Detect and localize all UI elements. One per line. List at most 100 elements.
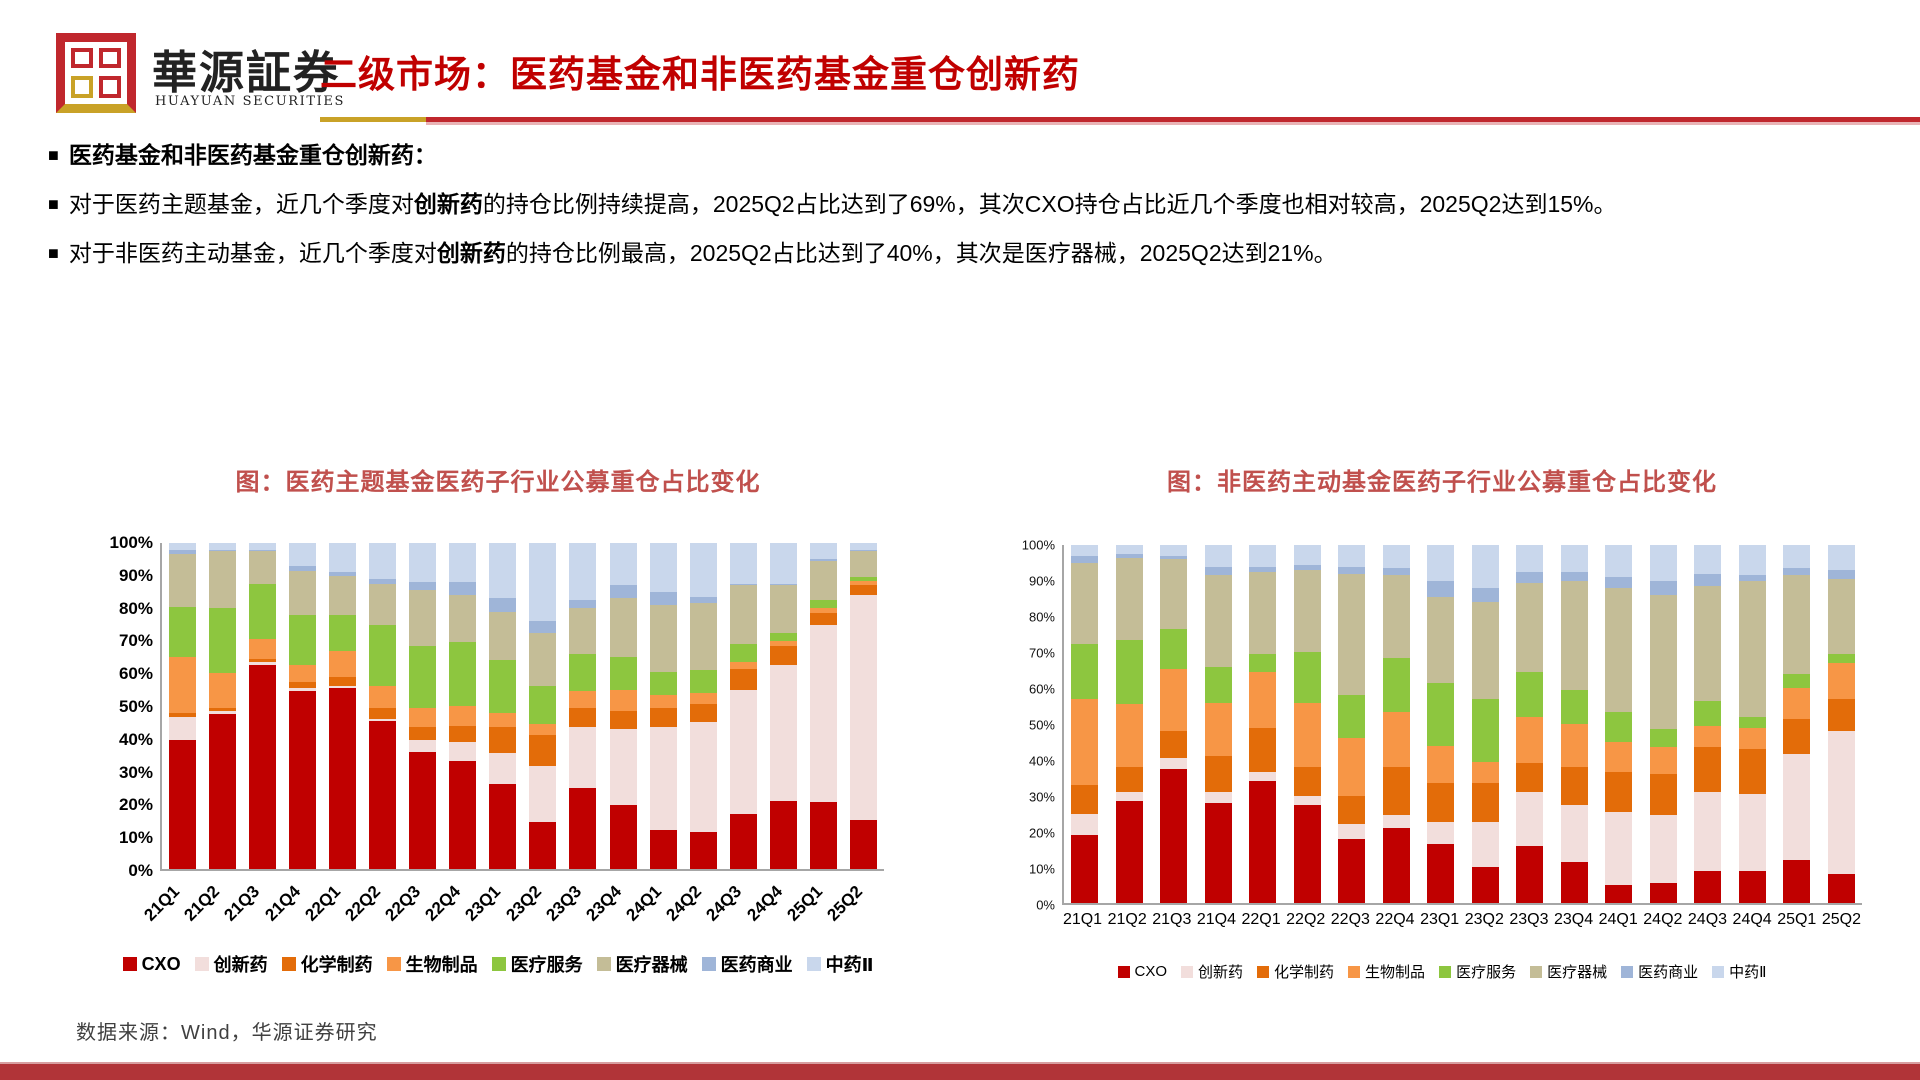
y-tick-label: 40% xyxy=(1028,753,1055,769)
bar-23Q4 xyxy=(609,543,637,869)
segment-CXO xyxy=(849,820,877,869)
y-tick-label: 60% xyxy=(118,664,153,684)
legend-item-创新药: 创新药 xyxy=(1181,961,1243,982)
segment-医疗服务 xyxy=(169,606,196,658)
segment-生物制品 xyxy=(769,640,797,646)
legend-label: 化学制药 xyxy=(1274,964,1335,981)
segment-医疗服务 xyxy=(329,614,357,651)
segment-医疗服务 xyxy=(1338,695,1366,739)
segment-化学制药 xyxy=(1827,698,1855,732)
segment-生物制品 xyxy=(1649,747,1677,775)
segment-医疗服务 xyxy=(849,577,877,581)
segment-CXO xyxy=(729,813,757,869)
bar-22Q2 xyxy=(369,543,397,869)
bar-22Q1 xyxy=(1249,545,1277,903)
bar-24Q4 xyxy=(769,543,797,869)
y-tick-label: 90% xyxy=(1028,573,1055,589)
segment-化学制药 xyxy=(1115,767,1143,793)
bullet-marker: ■ xyxy=(48,194,59,214)
y-tick-label: 50% xyxy=(1028,717,1055,733)
segment-中药Ⅱ xyxy=(689,543,717,597)
y-tick-label: 100% xyxy=(1021,537,1055,553)
bullet-text: 对于非医药主动基金，近几个季度对 xyxy=(68,240,437,266)
segment-中药Ⅱ xyxy=(849,543,877,550)
legend-swatch-icon xyxy=(194,957,209,971)
segment-中药Ⅱ xyxy=(1827,545,1855,571)
legend-item-化学制药: 化学制药 xyxy=(1257,961,1334,982)
segment-中药Ⅱ xyxy=(649,543,677,592)
bar-23Q4 xyxy=(1560,545,1588,903)
segment-化学制药 xyxy=(489,727,517,754)
segment-生物制品 xyxy=(1427,745,1455,784)
segment-医疗器械 xyxy=(569,608,597,654)
x-tick-label: 24Q2 xyxy=(1643,911,1683,928)
segment-化学制药 xyxy=(369,707,397,720)
segment-中药Ⅱ xyxy=(1471,545,1499,588)
x-tick-label: 21Q1 xyxy=(1062,911,1103,928)
segment-CXO xyxy=(1649,883,1677,903)
segment-医疗服务 xyxy=(1649,729,1677,748)
legend-swatch-icon xyxy=(1348,965,1361,978)
x-tick-label: 23Q3 xyxy=(1509,911,1549,928)
segment-医药商业 xyxy=(1338,566,1366,574)
segment-医疗服务 xyxy=(1160,629,1188,669)
segment-生物制品 xyxy=(1382,711,1410,767)
segment-医疗服务 xyxy=(1605,711,1633,742)
bar-24Q3 xyxy=(729,543,757,869)
segment-医药商业 xyxy=(369,578,397,584)
segment-CXO xyxy=(809,802,837,869)
segment-生物制品 xyxy=(729,662,757,669)
segment-CXO xyxy=(1338,838,1366,903)
segment-医疗服务 xyxy=(1115,639,1143,705)
segment-化学制药 xyxy=(1560,767,1588,805)
segment-医疗器械 xyxy=(1827,579,1855,655)
segment-医疗器械 xyxy=(1427,596,1455,683)
segment-CXO xyxy=(1560,861,1588,903)
segment-化学制药 xyxy=(409,727,437,741)
segment-创新药 xyxy=(809,624,837,803)
segment-医药商业 xyxy=(1471,588,1499,603)
segment-医疗服务 xyxy=(1293,652,1321,703)
segment-CXO xyxy=(1382,827,1410,903)
segment-医药商业 xyxy=(289,565,317,571)
segment-医疗器械 xyxy=(1293,570,1321,653)
bar-22Q2 xyxy=(1293,545,1321,903)
segment-创新药 xyxy=(1115,792,1143,801)
y-tick-label: 70% xyxy=(118,631,153,651)
segment-医疗服务 xyxy=(249,583,277,640)
segment-中药Ⅱ xyxy=(1738,545,1766,576)
bar-24Q2 xyxy=(689,543,717,869)
legend-right: CXO 创新药 化学制药 生物制品 医疗服务 医疗器械 医药商业 中药Ⅱ xyxy=(1022,961,1862,982)
y-tick-label: 60% xyxy=(1028,681,1055,697)
bars-right xyxy=(1064,545,1862,903)
bar-23Q1 xyxy=(489,543,517,869)
segment-生物制品 xyxy=(289,665,317,682)
legend-swatch-icon xyxy=(1621,965,1634,978)
segment-CXO xyxy=(1427,843,1455,903)
bar-24Q2 xyxy=(1649,545,1677,903)
segment-CXO xyxy=(1204,802,1232,903)
bullet-marker: ■ xyxy=(48,145,59,165)
y-tick-label: 20% xyxy=(118,795,153,815)
segment-创新药 xyxy=(1649,815,1677,884)
bar-24Q1 xyxy=(1605,545,1633,903)
bar-21Q2 xyxy=(209,543,237,869)
segment-化学制药 xyxy=(1738,749,1766,794)
segment-化学制药 xyxy=(1783,718,1811,755)
bar-21Q3 xyxy=(1160,545,1188,903)
segment-创新药 xyxy=(289,688,317,692)
segment-中药Ⅱ xyxy=(1160,545,1188,556)
legend-swatch-icon xyxy=(491,957,506,971)
bar-23Q2 xyxy=(529,543,557,869)
y-axis-right: 0% 10% 20% 30% 40% 50% 60% 70% 80% 90% 100% xyxy=(1022,538,1062,913)
segment-中药Ⅱ xyxy=(1249,545,1277,567)
segment-中药Ⅱ xyxy=(1783,545,1811,569)
segment-医药商业 xyxy=(1827,570,1855,580)
legend-item-中药Ⅱ: 中药Ⅱ xyxy=(1712,961,1767,982)
segment-医疗服务 xyxy=(209,608,237,674)
segment-医疗服务 xyxy=(689,670,717,693)
segment-医疗器械 xyxy=(1694,586,1722,701)
bar-22Q3 xyxy=(409,543,437,869)
legend-label: 医疗器械 xyxy=(615,955,688,975)
bar-25Q1 xyxy=(809,543,837,869)
